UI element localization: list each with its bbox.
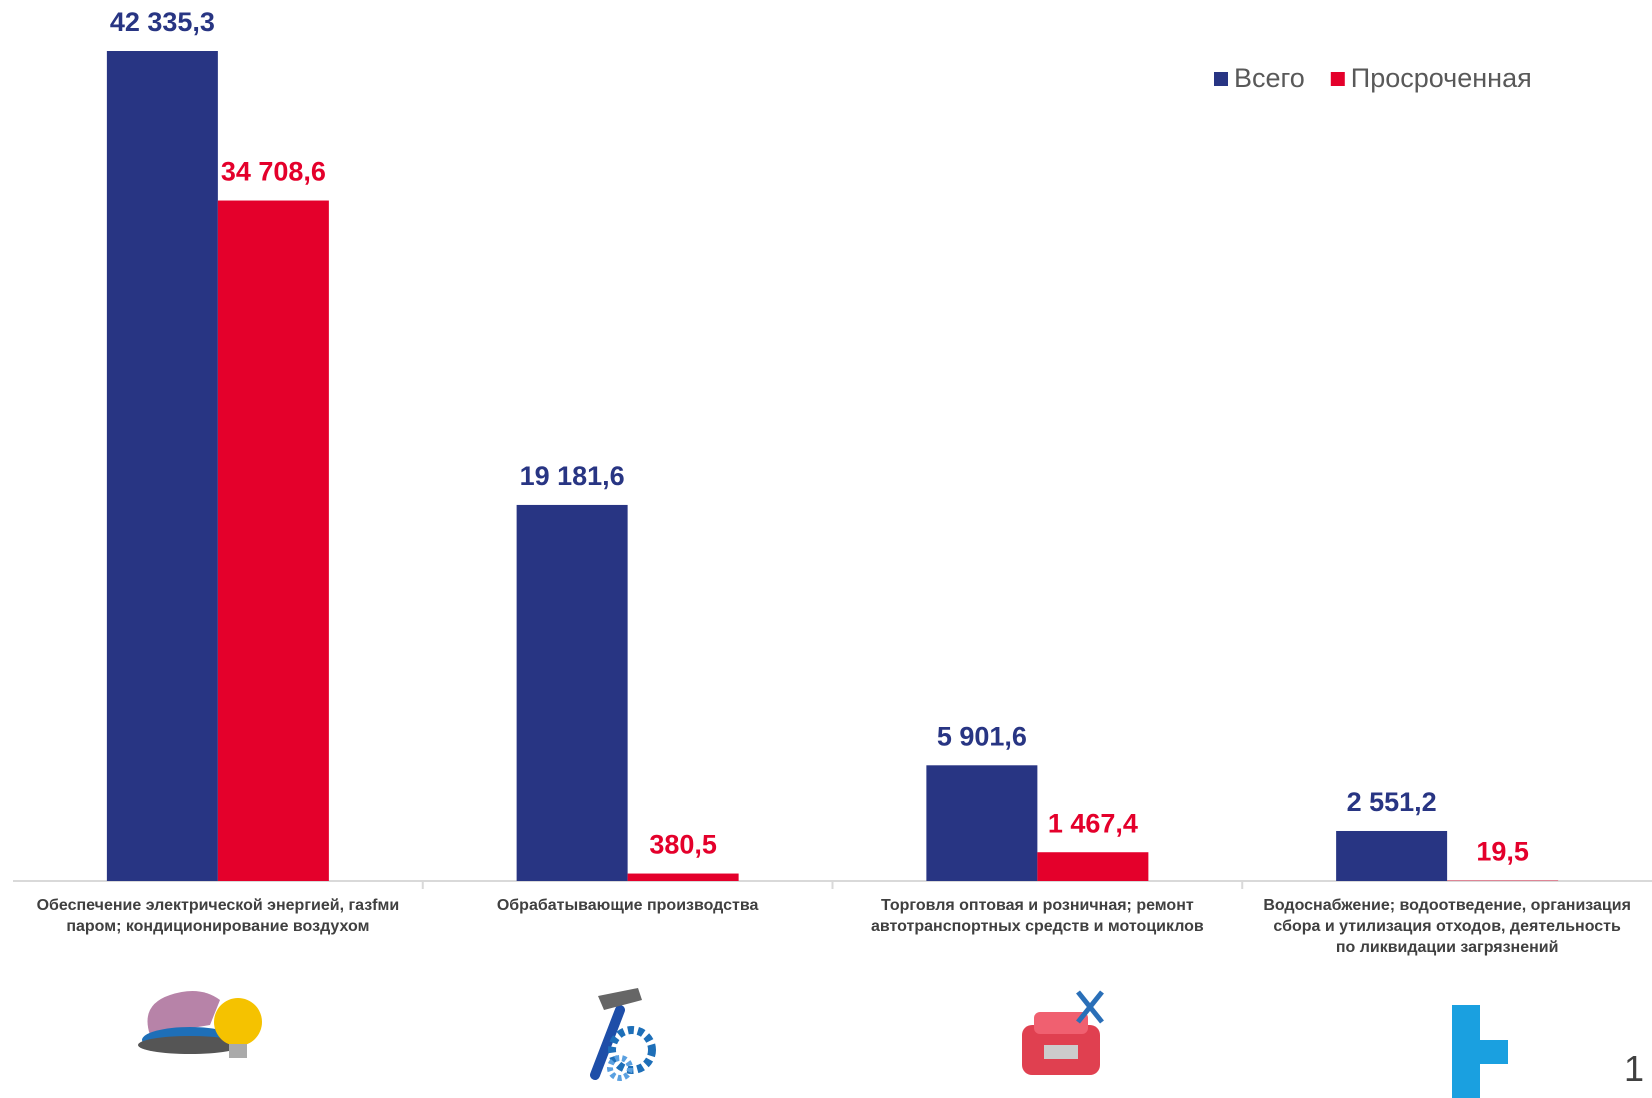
hammer-handle-icon xyxy=(590,1005,625,1080)
burner-base-icon xyxy=(138,1036,242,1054)
flame-icon xyxy=(147,991,220,1035)
legend-swatch xyxy=(1330,72,1345,86)
category-label: Торговля оптовая и розничная; ремонт авт… xyxy=(871,897,1204,935)
bulb-base-icon xyxy=(229,1044,247,1058)
bar xyxy=(106,51,218,881)
gear-small-icon xyxy=(607,1055,633,1081)
bar xyxy=(627,873,739,881)
tools-icon xyxy=(1076,990,1104,1024)
bar xyxy=(516,504,628,881)
bar xyxy=(926,765,1038,881)
car-grill-icon xyxy=(1044,1045,1078,1059)
category-label: Обрабатывающие производства xyxy=(496,897,759,914)
page-number: 1 xyxy=(1624,1048,1645,1089)
value-label: 34 708,6 xyxy=(221,157,326,187)
value-label: 19,5 xyxy=(1476,837,1529,867)
value-label: 42 335,3 xyxy=(110,7,215,37)
icons xyxy=(138,988,1508,1098)
value-label: 380,5 xyxy=(649,830,717,860)
bar xyxy=(217,200,329,881)
legend-swatch xyxy=(1214,72,1228,86)
value-label: 19 181,6 xyxy=(520,461,625,491)
category-label: Водоснабжение; водоотведение, организаци… xyxy=(1263,897,1631,956)
value-label: 5 901,6 xyxy=(937,721,1027,751)
pipe-icon xyxy=(1452,1005,1480,1098)
value-label: 1 467,4 xyxy=(1048,808,1138,838)
bulb-icon xyxy=(214,998,262,1046)
bar xyxy=(1037,852,1149,881)
pipe-branch-icon xyxy=(1478,1040,1508,1064)
bar xyxy=(1336,830,1448,881)
hammer-head-icon xyxy=(598,988,642,1010)
car-roof-icon xyxy=(1034,1012,1088,1034)
legend-label: Просроченная xyxy=(1351,63,1532,93)
value-label: 2 551,2 xyxy=(1347,787,1437,817)
category-label: Обеспечение электрической энергией, газf… xyxy=(36,897,400,935)
legend-label: Всего xyxy=(1234,63,1305,93)
